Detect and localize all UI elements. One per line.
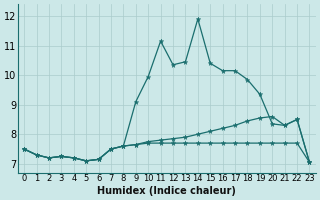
X-axis label: Humidex (Indice chaleur): Humidex (Indice chaleur) — [97, 186, 236, 196]
